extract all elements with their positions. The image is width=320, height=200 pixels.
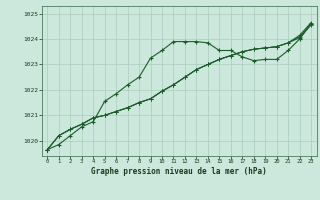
X-axis label: Graphe pression niveau de la mer (hPa): Graphe pression niveau de la mer (hPa) [91,167,267,176]
